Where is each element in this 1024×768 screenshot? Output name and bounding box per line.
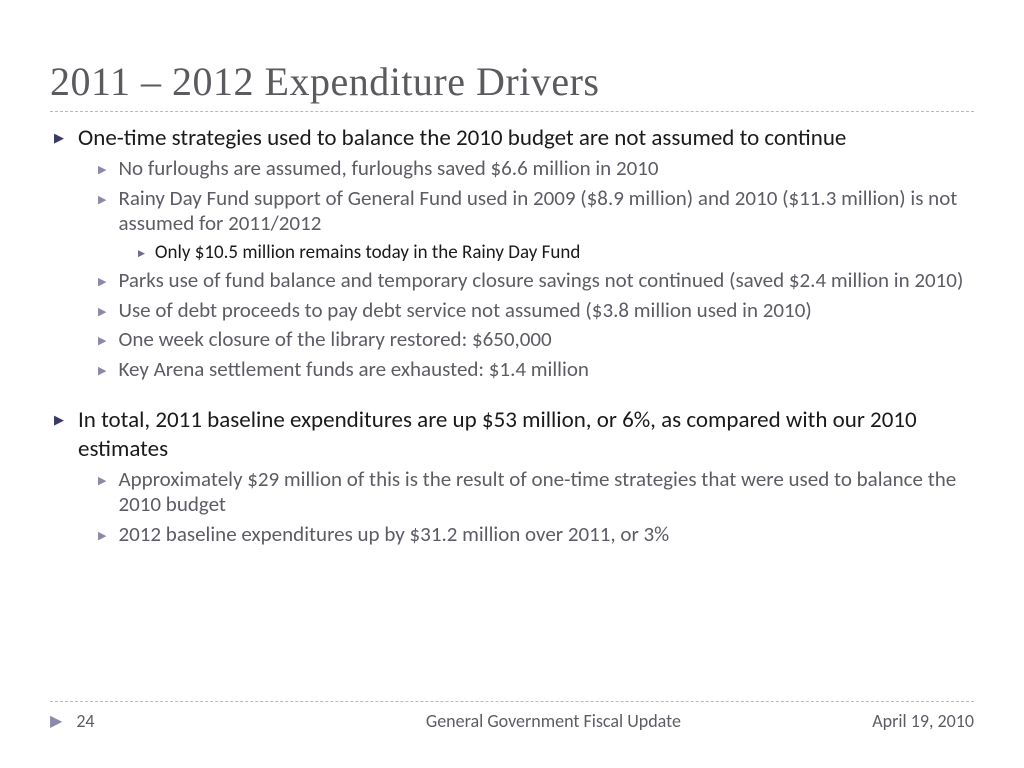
triangle-bullet-icon: ▶ (98, 305, 106, 318)
triangle-bullet-icon: ▶ (138, 248, 145, 259)
triangle-bullet-icon: ▶ (54, 131, 64, 146)
triangle-bullet-icon: ▶ (98, 364, 106, 377)
triangle-bullet-icon: ▶ (98, 474, 106, 487)
bullet-text: Rainy Day Fund support of General Fund u… (118, 186, 974, 237)
bullet-level-2: ▶ Parks use of fund balance and temporary… (98, 268, 974, 294)
bullet-text: Only $10.5 million remains today in the … (155, 241, 580, 264)
bullet-text: Parks use of fund balance and temporary … (118, 268, 963, 294)
bullet-spacer (54, 384, 974, 400)
triangle-bullet-icon: ▶ (98, 529, 106, 542)
bullet-level-2: ▶ One week closure of the library restore… (98, 327, 974, 353)
bullet-level-2: ▶ Use of debt proceeds to pay debt servic… (98, 298, 974, 324)
slide-footer: ▶ 24 General Government Fiscal Update Ap… (50, 701, 974, 732)
bullet-level-2: ▶ Key Arena settlement funds are exhauste… (98, 357, 974, 383)
footer-date: April 19, 2010 (872, 710, 974, 732)
footer-arrow-icon: ▶ (50, 711, 62, 731)
bullet-text: Use of debt proceeds to pay debt service… (118, 298, 811, 324)
triangle-bullet-icon: ▶ (98, 193, 106, 206)
bullet-level-2: ▶ Rainy Day Fund support of General Fund … (98, 186, 974, 237)
slide-content: ▶ One-time strategies used to balance the… (50, 124, 974, 547)
footer-divider (50, 701, 974, 702)
bullet-text: One-time strategies used to balance the … (78, 124, 846, 152)
title-divider (50, 111, 974, 112)
bullet-level-2: ▶ Approximately $29 million of this is th… (98, 467, 974, 518)
page-number: 24 (76, 710, 94, 732)
bullet-level-2: ▶ No furloughs are assumed, furloughs sav… (98, 156, 974, 182)
bullet-text: Approximately $29 million of this is the… (118, 467, 974, 518)
bullet-text: No furloughs are assumed, furloughs save… (118, 156, 658, 182)
slide-title: 2011 – 2012 Expenditure Drivers (50, 58, 974, 105)
bullet-text: One week closure of the library restored… (118, 327, 551, 353)
footer-title: General Government Fiscal Update (113, 710, 855, 732)
triangle-bullet-icon: ▶ (54, 413, 64, 428)
triangle-bullet-icon: ▶ (98, 163, 106, 176)
bullet-level-2: ▶ 2012 baseline expenditures up by $31.2 … (98, 522, 974, 548)
bullet-text: In total, 2011 baseline expenditures are… (78, 406, 974, 462)
bullet-level-3: ▶ Only $10.5 million remains today in the… (138, 241, 974, 264)
triangle-bullet-icon: ▶ (98, 275, 106, 288)
bullet-text: 2012 baseline expenditures up by $31.2 m… (118, 522, 669, 548)
bullet-level-1: ▶ In total, 2011 baseline expenditures ar… (54, 406, 974, 462)
bullet-level-1: ▶ One-time strategies used to balance the… (54, 124, 974, 152)
bullet-text: Key Arena settlement funds are exhausted… (118, 357, 588, 383)
triangle-bullet-icon: ▶ (98, 334, 106, 347)
